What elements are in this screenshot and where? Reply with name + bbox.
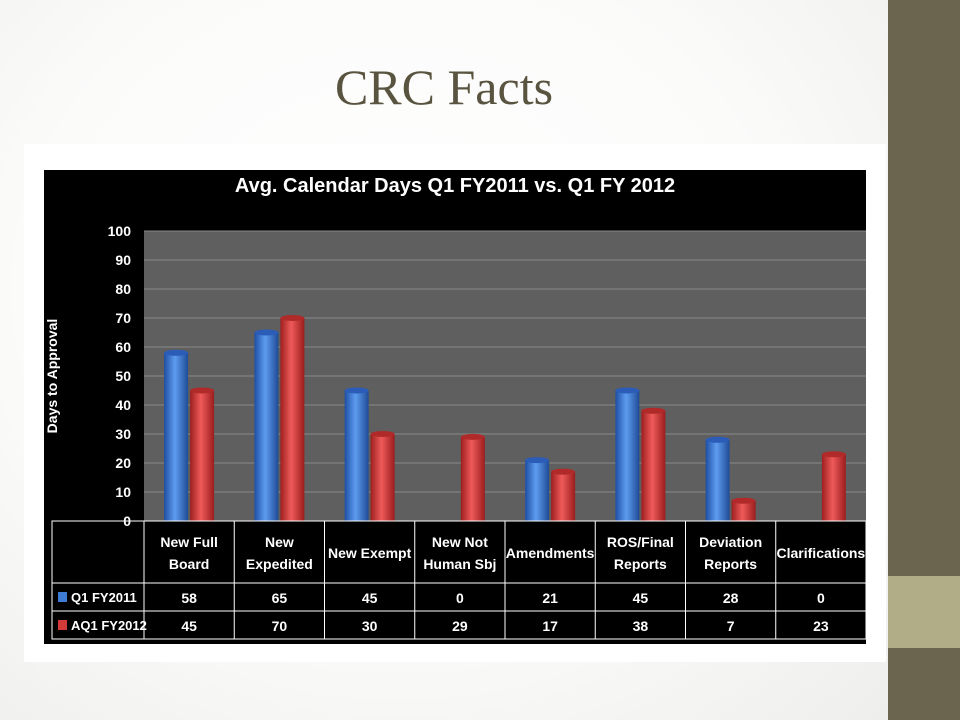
table-value: 0 [817,590,825,606]
chart-image-frame: Avg. Calendar Days Q1 FY2011 vs. Q1 FY 2… [24,144,886,662]
table-value: 30 [362,618,378,634]
table-value: 21 [542,590,558,606]
table-value: 45 [362,590,378,606]
y-tick-label: 50 [115,368,131,384]
decorative-sidebar-accent [888,576,960,648]
table-value: 29 [452,618,468,634]
table-value: 23 [813,618,829,634]
bar-chart: Avg. Calendar Days Q1 FY2011 vs. Q1 FY 2… [44,170,867,644]
y-axis-label: Days to Approval [44,319,60,434]
bar-q1-fy2011 [254,332,279,521]
bar-q1-fy2012 [460,436,485,521]
table-value: 7 [727,618,735,634]
y-tick-label: 90 [115,252,131,268]
x-tick-label: ROS/Final [607,534,674,550]
bar-q1-fy2012 [280,318,305,521]
bar-q1-fy2011 [615,390,640,521]
bar-cap [821,451,846,458]
y-tick-label: 10 [115,484,131,500]
legend-swatch [58,620,67,630]
bar-cap [190,387,215,394]
table-value: 70 [272,618,288,634]
table-value: 45 [633,590,649,606]
bar-cap [615,387,640,394]
table-value: 38 [633,618,649,634]
bar-q1-fy2012 [731,500,756,521]
table-value: 17 [542,618,558,634]
x-tick-label: Board [169,556,209,572]
x-tick-label: New Exempt [328,545,412,561]
x-tick-label: Human Sbj [423,556,496,572]
bar-cap [641,407,666,414]
slide-title: CRC Facts [334,59,554,115]
bar-q1-fy2011 [344,390,369,521]
x-tick-label: New Full [160,534,218,550]
x-tick-label: Amendments [506,545,595,561]
bar-cap [344,387,369,394]
bar-q1-fy2012 [190,390,215,521]
table-value: 58 [181,590,197,606]
legend-swatch [58,592,67,602]
bar-cap [551,468,576,475]
bar-cap [280,315,305,321]
bar-cap [731,497,756,504]
table-value: 28 [723,590,739,606]
x-tick-label: New [265,534,294,550]
y-tick-label: 100 [108,223,132,239]
bar-q1-fy2011 [525,460,550,521]
y-tick-label: 80 [115,281,131,297]
x-tick-label: New Not [432,534,488,550]
table-value: 65 [272,590,288,606]
y-tick-label: 70 [115,310,131,326]
bar-cap [254,329,279,336]
y-tick-label: 0 [123,513,131,529]
x-tick-label: Reports [704,556,757,572]
bar-cap [370,431,395,437]
bar-q1-fy2011 [164,352,189,521]
y-tick-label: 30 [115,426,131,442]
bar-cap [460,433,485,440]
bar-q1-fy2012 [641,410,666,521]
bar-q1-fy2012 [821,454,846,521]
bar-cap [525,457,550,464]
legend-series-label: Q1 FY2011 [71,590,137,605]
table-value: 0 [456,590,464,606]
x-tick-label: Reports [614,556,667,572]
bar-q1-fy2011 [705,439,730,521]
bar-q1-fy2012 [551,471,576,521]
bar-cap [705,436,730,443]
x-tick-label: Expedited [246,556,313,572]
x-tick-label: Clarifications [777,545,866,561]
bar-q1-fy2012 [370,434,395,521]
chart-title: Avg. Calendar Days Q1 FY2011 vs. Q1 FY 2… [235,175,675,197]
y-tick-label: 40 [115,397,131,413]
y-tick-label: 20 [115,455,131,471]
table-value: 45 [181,618,197,634]
data-table [51,520,867,640]
bar-cap [164,349,189,356]
legend-series-label: AQ1 FY2012 [71,618,147,633]
y-tick-label: 60 [115,339,131,355]
x-tick-label: Deviation [699,534,762,550]
